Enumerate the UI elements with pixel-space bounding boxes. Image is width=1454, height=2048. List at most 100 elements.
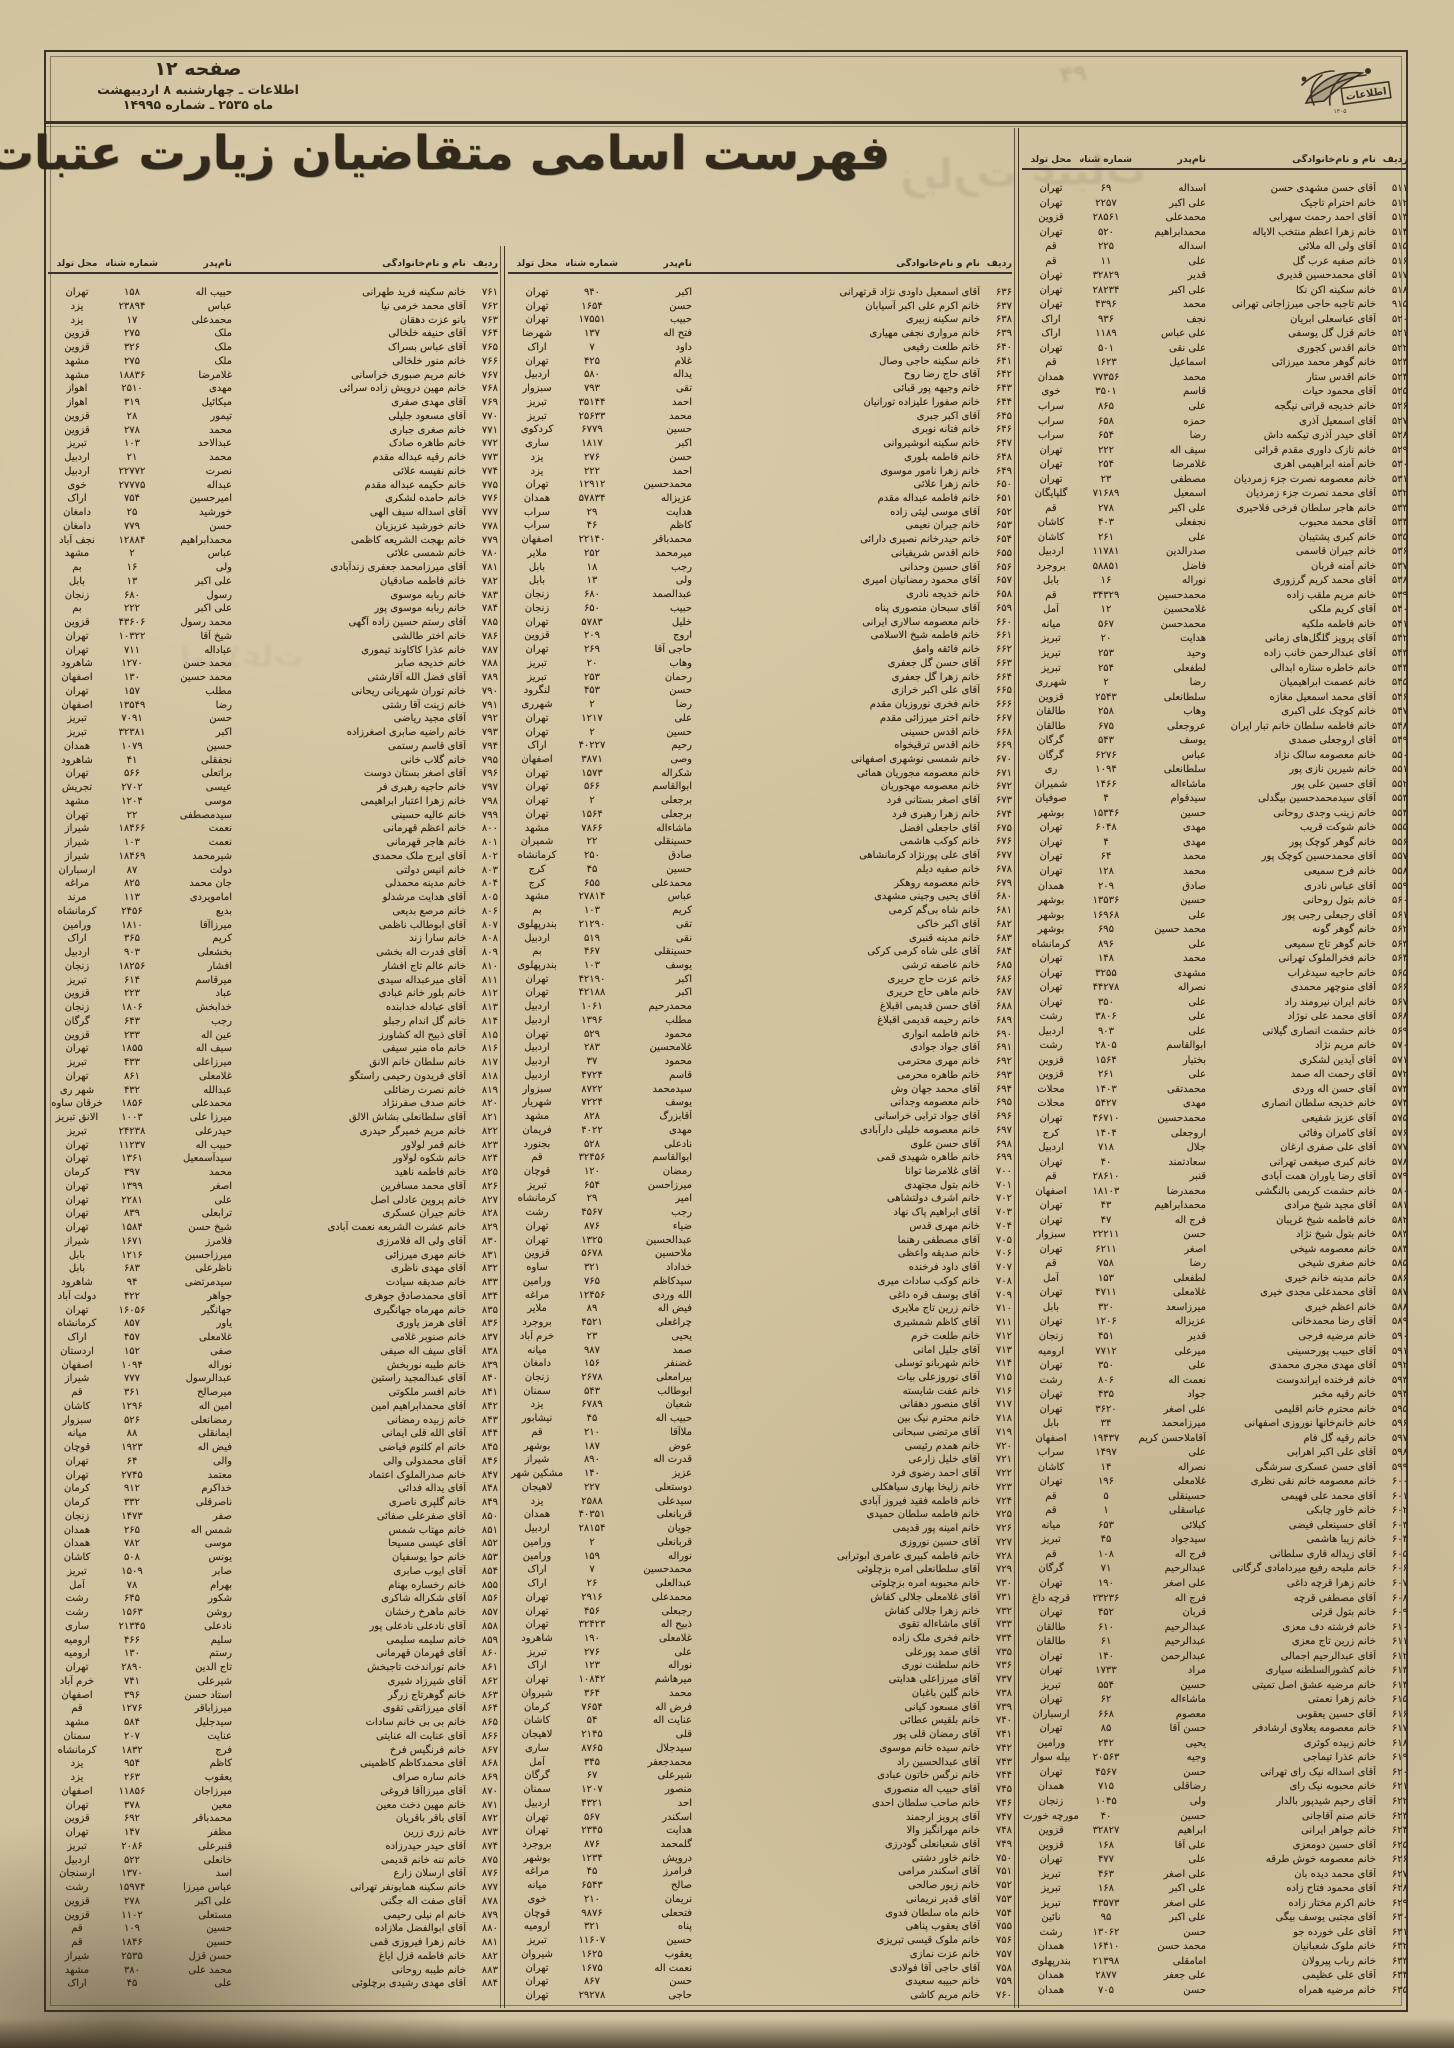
full-name: آقای علی صفری ارغان	[1280, 1142, 1376, 1154]
id-number: ۵۴۲۷	[1095, 1098, 1117, 1110]
birthplace: قزوین	[64, 410, 90, 422]
row-number: ۶۱۱	[1391, 1636, 1408, 1648]
row-number: ۸۱۴	[481, 1015, 498, 1027]
row-number: ۷۸۳	[481, 589, 498, 601]
id-number: ۶۴	[126, 1455, 138, 1467]
father-name: علی	[1188, 1854, 1206, 1866]
father-name: غلامحسین	[1163, 604, 1206, 616]
full-name: خانم ملیحه رفیع میردامادی گرگانی	[1232, 1563, 1376, 1575]
id-number: ۱۲۷۶	[121, 1703, 143, 1715]
table-row: ۷۴۶ خانم صاحب سلطان احدی احد ۴۳۲۱ اردبیل	[508, 1797, 1012, 1811]
birthplace: تهران	[65, 1208, 89, 1220]
id-number: ۳۵۰	[1097, 1360, 1115, 1372]
birthplace: شیروان	[521, 1687, 553, 1699]
row-number: ۶۱۸	[1391, 1737, 1408, 1749]
father-name: امیر	[675, 1193, 692, 1205]
full-name: خانم طاهره شهیدی قمی	[876, 1152, 980, 1164]
father-name: عوض	[668, 1440, 692, 1452]
birthplace: بابل	[1042, 1418, 1060, 1430]
birthplace: تهران	[525, 616, 549, 628]
birthplace: مراغه	[64, 878, 90, 890]
row-number: ۷۲۶	[995, 1523, 1012, 1535]
table-row: ۸۸۰ آقای ابوالفضل ملازاده حسین ۱۰۹ قم	[48, 1922, 498, 1936]
birthplace: بابل	[1042, 575, 1060, 587]
father-name: عیسی	[205, 782, 232, 793]
id-number: ۵۲۹	[583, 1028, 601, 1040]
full-name: خانم خاطره ستاره ابدالی	[1270, 662, 1376, 674]
father-name: میرقاسم	[195, 974, 232, 986]
full-name: آقای احمد رضوی فرد	[890, 1468, 980, 1480]
table-row: ۸۱۵ آقای ذبیح اله کشاورز عین اله ۲۳۳ قزوین	[48, 1029, 498, 1043]
row-number: ۶۴۴	[995, 396, 1012, 408]
id-number: ۴۰	[1100, 1810, 1112, 1822]
birthplace: قزوین	[64, 1909, 90, 1921]
full-name: خانم بی بی خانم سادات	[365, 1717, 466, 1728]
birthplace: لاهیجان	[521, 1729, 553, 1741]
id-number: ۲۹۱۶	[581, 1591, 603, 1603]
full-name: خانم بلور خانم عبادی	[378, 988, 466, 1000]
table-row: ۵۳۴ آقای محمد محبوب نجفعلی ۴۰۳ کاشان	[1022, 516, 1408, 531]
table-row: ۵۸۶ خانم مدینه خانم خیری لطفعلی ۱۵۳ آمل	[1022, 1272, 1408, 1287]
id-number: ۵۰۸	[123, 1552, 141, 1563]
birthplace: بوشهر	[1037, 909, 1065, 921]
id-number: ۶۲	[1100, 1694, 1112, 1706]
full-name: آقای حسن مشهدی حسن	[1270, 183, 1376, 194]
table-row: ۸۴۷ خانم صدرالملوک اعتماد معتمد ۲۷۴۵ تهران	[48, 1469, 498, 1483]
father-name: بخشعلی	[197, 947, 232, 958]
table-row: ۶۶۹ خانم اقدس ترقیخواه رحیم ۴۰۲۲۷ اراک	[508, 739, 1012, 753]
full-name: خانم زهرا نامور موسوی	[880, 465, 980, 477]
table-row: ۷۶۲ آقای محمد خرمی نیا عباس ۲۳۸۹۴ یزد	[48, 300, 498, 314]
row-number: ۸۳۶	[481, 1318, 498, 1330]
father-name: حسینقلی	[654, 946, 692, 958]
id-number: ۵۸۴	[123, 1717, 141, 1728]
full-name: آقای مجید شیخ مرادی	[1284, 1200, 1376, 1212]
birthplace: قرچه داغ	[1031, 1592, 1071, 1604]
table-row: ۸۳۸ آقای سیف اله صیفی صفی ۱۵۲ اردستان	[48, 1345, 498, 1359]
id-number: ۴۵۲	[1097, 1607, 1115, 1619]
table-row: ۶۴۵ آقای اکبر جبری محمد ۲۵۶۳۳ تبریز	[508, 410, 1012, 424]
birthplace: گرگان	[1038, 735, 1064, 747]
id-number: ۳۹۷	[123, 1167, 141, 1178]
father-name: مهدی	[1182, 1098, 1206, 1110]
birthplace: میانه	[67, 1428, 87, 1440]
id-number: ۸۹	[586, 1303, 598, 1315]
id-number: ۱۶۵۴	[581, 300, 603, 312]
father-name: شیرعلی	[657, 1770, 692, 1782]
full-name: خانم ربابه موسوی	[390, 589, 466, 601]
row-number: ۷۴۱	[995, 1729, 1012, 1741]
id-number: ۱۸۴۶	[121, 1937, 143, 1948]
full-name: آقای اروجعلی صمدی	[1288, 735, 1376, 747]
birthplace: بندرپهلوی	[517, 959, 557, 971]
birthplace: کرج	[528, 877, 546, 889]
full-name: خانم بهجت الشریعه کاظمی	[351, 534, 466, 546]
birthplace: اردبیل	[524, 1001, 550, 1013]
father-name: مستعلی	[198, 1909, 232, 1921]
row-number: ۶۵۳	[995, 520, 1012, 532]
father-name: علی نقی	[1169, 342, 1206, 354]
full-name: خانم شمسی علائی	[386, 548, 467, 560]
father-name: عبدالرحیم	[1164, 1636, 1206, 1648]
full-name: آقای محمد علی فهیمی	[1281, 1490, 1376, 1502]
row-number: ۶۵۲	[995, 506, 1012, 518]
row-number: ۸۳۵	[481, 1304, 498, 1316]
row-number: ۶۵۶	[995, 561, 1012, 573]
birthplace: تهران	[1039, 183, 1063, 194]
table-row: ۷۴۷ آقای پرویز ارجمند اسکندر ۵۶۷ تهران	[508, 1811, 1012, 1825]
father-name: علی اصغر	[1163, 1868, 1206, 1880]
father-name: سیدقوام	[1170, 793, 1206, 805]
father-name: رحمان	[664, 671, 692, 683]
row-number: ۵۷۲	[1391, 1069, 1408, 1081]
id-number: ۱۷۳۳	[1095, 1665, 1117, 1677]
full-name: آقای ابراهیم پاک نهاد	[893, 1207, 980, 1219]
father-name: حیدرعلی	[195, 1125, 232, 1137]
birthplace: کرج	[528, 863, 546, 875]
birthplace: قم	[1045, 1490, 1057, 1502]
father-name: سیدجواد	[1170, 1534, 1206, 1546]
birthplace: تهران	[525, 479, 549, 491]
full-name: خانم رقیه گل فام	[1303, 1432, 1376, 1444]
id-number: ۱۱۸۵۶	[118, 1785, 146, 1797]
birthplace: شیراز	[64, 1235, 90, 1247]
full-name: خانم طلعت رفیعی	[903, 341, 980, 353]
father-name: موسی	[204, 795, 232, 807]
row-number: ۵۲۷	[1391, 415, 1408, 427]
